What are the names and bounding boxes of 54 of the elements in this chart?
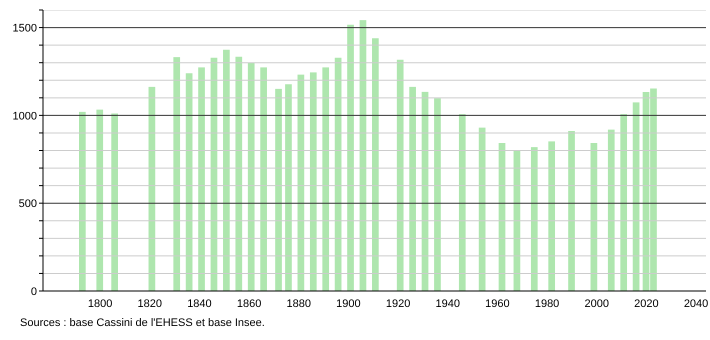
bar (210, 58, 218, 291)
bar (632, 102, 640, 291)
x-tick-label: 1820 (138, 298, 162, 310)
bar (186, 73, 192, 291)
bar (223, 50, 230, 291)
bar (275, 88, 282, 291)
y-tick-label: 1000 (12, 110, 37, 122)
bar (347, 24, 354, 291)
bar (285, 84, 292, 291)
x-tick-label: 1860 (236, 298, 262, 310)
bar (298, 74, 304, 291)
bar (548, 141, 556, 291)
bar (148, 86, 156, 291)
bar (422, 92, 428, 291)
bar (334, 58, 342, 291)
bar (590, 142, 598, 291)
bar (310, 72, 317, 291)
y-tick-label: 1500 (12, 22, 37, 34)
bar (79, 112, 86, 291)
bar (434, 98, 441, 291)
bar (498, 142, 506, 291)
bar (322, 67, 330, 291)
bar (396, 60, 404, 291)
x-tick-label: 1940 (436, 298, 460, 310)
x-tick-label: 1980 (534, 298, 560, 310)
x-tick-label: 2000 (584, 298, 609, 310)
x-tick-label: 1920 (386, 298, 410, 310)
bar (235, 56, 242, 291)
bar (360, 20, 366, 291)
x-tick-label: 1900 (336, 298, 361, 310)
x-tick-label: 1840 (187, 298, 212, 310)
x-tick-label: 2020 (634, 298, 659, 310)
y-tick-label: 0 (30, 286, 37, 298)
bar (111, 113, 118, 291)
bar (409, 86, 416, 291)
bar (568, 131, 575, 291)
bar (478, 128, 486, 291)
bar (96, 110, 104, 291)
bar (458, 114, 466, 291)
bar (620, 114, 628, 291)
y-tick-label: 500 (18, 198, 37, 210)
bar (173, 57, 180, 291)
bar (514, 150, 520, 291)
x-tick-label: 1800 (88, 298, 112, 310)
bar (198, 67, 205, 291)
x-tick-label: 2040 (684, 298, 708, 310)
bar (608, 130, 615, 291)
x-tick-label: 1960 (485, 298, 510, 310)
x-tick-label: 1880 (286, 298, 312, 310)
bar (372, 38, 379, 291)
bar (530, 147, 538, 291)
bar (248, 62, 255, 291)
source-note: Sources : base Cassini de l'EHESS et base Insee. (20, 317, 266, 329)
bar (260, 67, 267, 291)
